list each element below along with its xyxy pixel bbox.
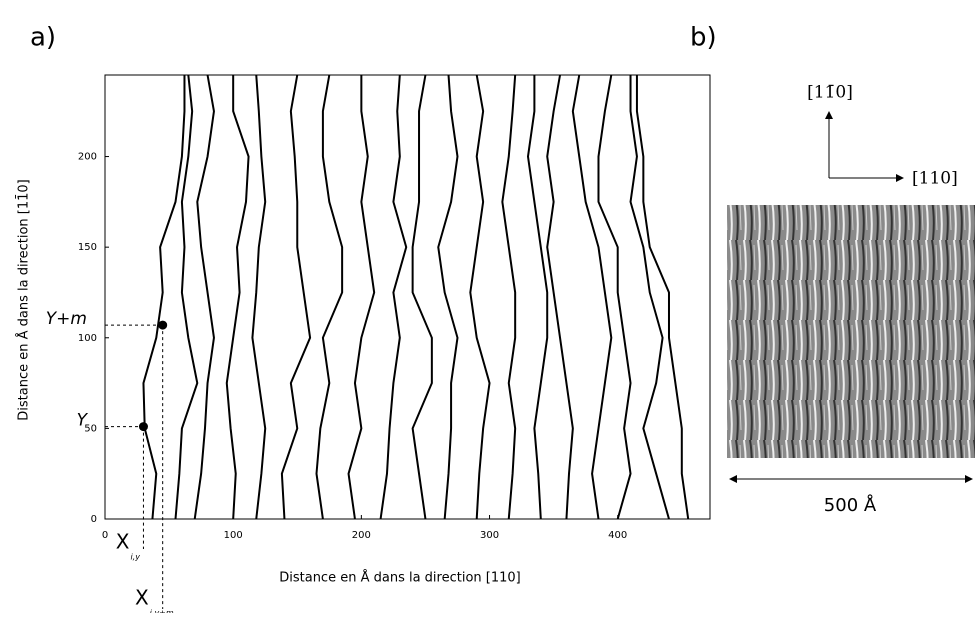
plot-frame	[104, 74, 711, 520]
step-edge	[251, 74, 267, 520]
y-tick-label: 0	[91, 514, 97, 525]
point-label: Y	[77, 411, 89, 431]
step-edge	[379, 74, 408, 520]
point-x-label: X	[116, 530, 130, 554]
step-edge	[280, 74, 312, 520]
step-edge	[174, 74, 199, 520]
step-edge	[437, 74, 459, 520]
y-tick-label: 150	[78, 242, 97, 253]
step-edge	[597, 74, 632, 520]
panel-label: b)	[690, 23, 717, 53]
step-edge	[469, 74, 491, 520]
step-edge	[526, 75, 549, 520]
step-edge	[142, 75, 186, 520]
step-edge	[193, 74, 215, 520]
direction-label: [11̄0]	[807, 83, 853, 103]
afm-image	[727, 205, 975, 458]
y-tick-label: 200	[78, 152, 97, 163]
step-edge	[501, 74, 517, 520]
panel-label: a)	[30, 23, 56, 53]
step-edge	[225, 75, 250, 520]
x-tick-label: 100	[224, 530, 243, 541]
point-x-subscript: i,y+m	[150, 609, 174, 614]
step-edge	[347, 75, 376, 520]
y-axis-label: Distance en Å dans la direction [11̄0]	[16, 179, 32, 421]
x-tick-label: 200	[352, 530, 371, 541]
y-tick-label: 100	[78, 333, 97, 344]
point-x-label: X	[135, 586, 149, 610]
plot: 0 100 200 300 400 0 50 100 150 200 Y Xi,y Y+m Xi,y+m	[46, 74, 690, 617]
step-edge	[411, 74, 433, 520]
point	[138, 422, 148, 432]
x-tick-label: 400	[608, 530, 627, 541]
scale-label: 500 Å	[824, 494, 877, 516]
step-edge	[315, 74, 344, 520]
point	[158, 320, 168, 330]
step-edge	[571, 74, 613, 520]
step-edge	[635, 75, 690, 520]
x-tick-label: 300	[480, 530, 499, 541]
step-edge	[546, 74, 574, 520]
point-x-subscript: i,y	[130, 553, 140, 562]
x-tick-label: 0	[102, 530, 108, 541]
step-edge	[629, 75, 670, 520]
direction-label: [110]	[912, 169, 958, 189]
point-label: Y+m	[46, 309, 87, 329]
y-tick-label: 50	[84, 423, 97, 434]
x-axis-label: Distance en Å dans la direction [110]	[279, 570, 521, 586]
